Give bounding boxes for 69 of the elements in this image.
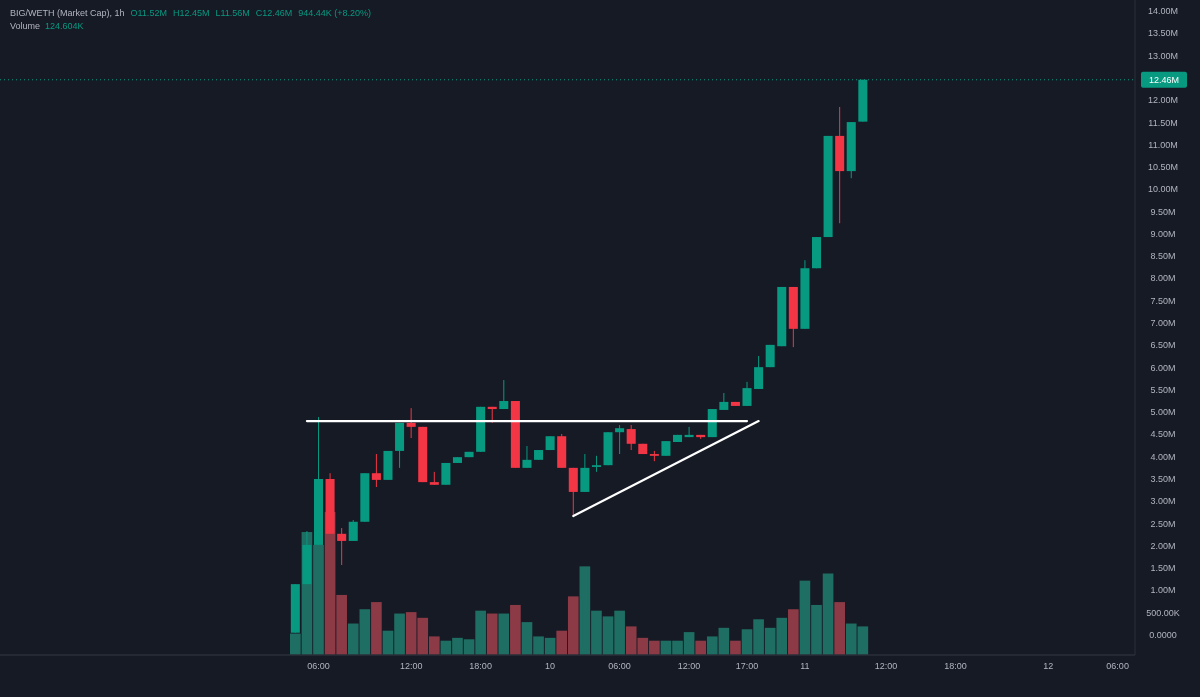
x-tick-label: 06:00	[608, 661, 631, 671]
x-tick-label: 17:00	[735, 661, 759, 671]
candlestick	[348, 519, 358, 542]
candlestick	[754, 355, 764, 390]
bar	[498, 613, 510, 655]
annotation: L11.56M	[215, 8, 250, 18]
y-tick-label: 13.50M	[1147, 28, 1179, 39]
x-tick-label: 12:00	[399, 661, 423, 671]
bar	[510, 604, 521, 655]
y-tick-label: 11.50M	[1148, 117, 1178, 128]
x-tick-label: 12:00	[874, 661, 898, 671]
x-tick-label: 06:00	[307, 661, 330, 671]
annotation: 944.44K (+8.20%)	[298, 8, 372, 18]
annotation: O11.52M	[130, 8, 167, 18]
candlestick	[626, 424, 636, 451]
y-tick-label: 3.00M	[1150, 496, 1176, 507]
y-tick-label: 0.0000	[1149, 629, 1177, 640]
x-tick-label: 12	[1043, 661, 1054, 671]
annotation: 124.604K	[45, 21, 84, 31]
candlestick	[684, 426, 694, 438]
text: BIG/WETH (Market Cap), 1h	[10, 8, 125, 18]
y-tick-label: 6.50M	[1150, 340, 1176, 351]
candlestick	[499, 379, 509, 410]
bar	[730, 640, 741, 655]
x-tick-label: 18:00	[469, 661, 492, 671]
chart-title: Volume	[10, 21, 41, 31]
candlestick	[406, 407, 416, 439]
bar	[788, 609, 799, 655]
x-tick-label: 18:00	[944, 661, 967, 671]
y-tick-label: 1.50M	[1150, 563, 1176, 574]
bar	[834, 602, 845, 655]
y-tick-label: 13.00M	[1147, 50, 1179, 61]
y-tick-label: 2.50M	[1150, 518, 1176, 529]
ref-line-label: 12.46M	[1148, 75, 1180, 86]
bar	[371, 602, 382, 655]
y-tick-label: 10.00M	[1147, 184, 1179, 195]
x-tick-label: 10	[545, 661, 556, 671]
y-tick-label: 9.00M	[1150, 228, 1176, 239]
y-tick-label: 10.50M	[1147, 162, 1179, 173]
y-tick-label: 7.00M	[1150, 318, 1176, 329]
y-tick-label: 500.00K	[1146, 607, 1180, 618]
x-tick-label: 12:00	[677, 661, 701, 671]
x-tick-label: 11	[800, 661, 810, 671]
candlestick	[615, 424, 625, 455]
y-tick-label: 2.00M	[1150, 540, 1176, 551]
bar	[486, 613, 498, 655]
annotation: C12.46M	[255, 8, 293, 18]
y-tick-label: 12.00M	[1147, 95, 1179, 106]
x-tick-label: 06:00	[1106, 661, 1129, 671]
y-tick-label: 4.50M	[1150, 429, 1176, 440]
y-tick-label: 5.00M	[1150, 407, 1176, 418]
candlestick	[742, 381, 752, 407]
annotation: H12.45M	[172, 8, 210, 18]
y-tick-label: 8.00M	[1150, 273, 1176, 284]
y-tick-label: 5.50M	[1150, 384, 1176, 395]
candlestick	[522, 445, 532, 469]
y-tick-label: 6.00M	[1150, 362, 1176, 373]
y-tick-label: 11.00M	[1148, 139, 1178, 150]
y-tick-label: 8.50M	[1150, 251, 1176, 262]
y-tick-label: 4.00M	[1150, 451, 1176, 462]
candlestick	[337, 527, 347, 566]
bar	[695, 640, 707, 655]
y-tick-label: 3.50M	[1150, 474, 1176, 484]
candlestick	[719, 392, 729, 411]
y-tick-label: 9.50M	[1150, 206, 1176, 217]
y-tick-label: 14.00M	[1147, 6, 1179, 17]
candlestick	[371, 453, 381, 488]
y-tick-label: 1.00M	[1150, 585, 1176, 596]
y-tick-label: 7.50M	[1150, 295, 1176, 306]
